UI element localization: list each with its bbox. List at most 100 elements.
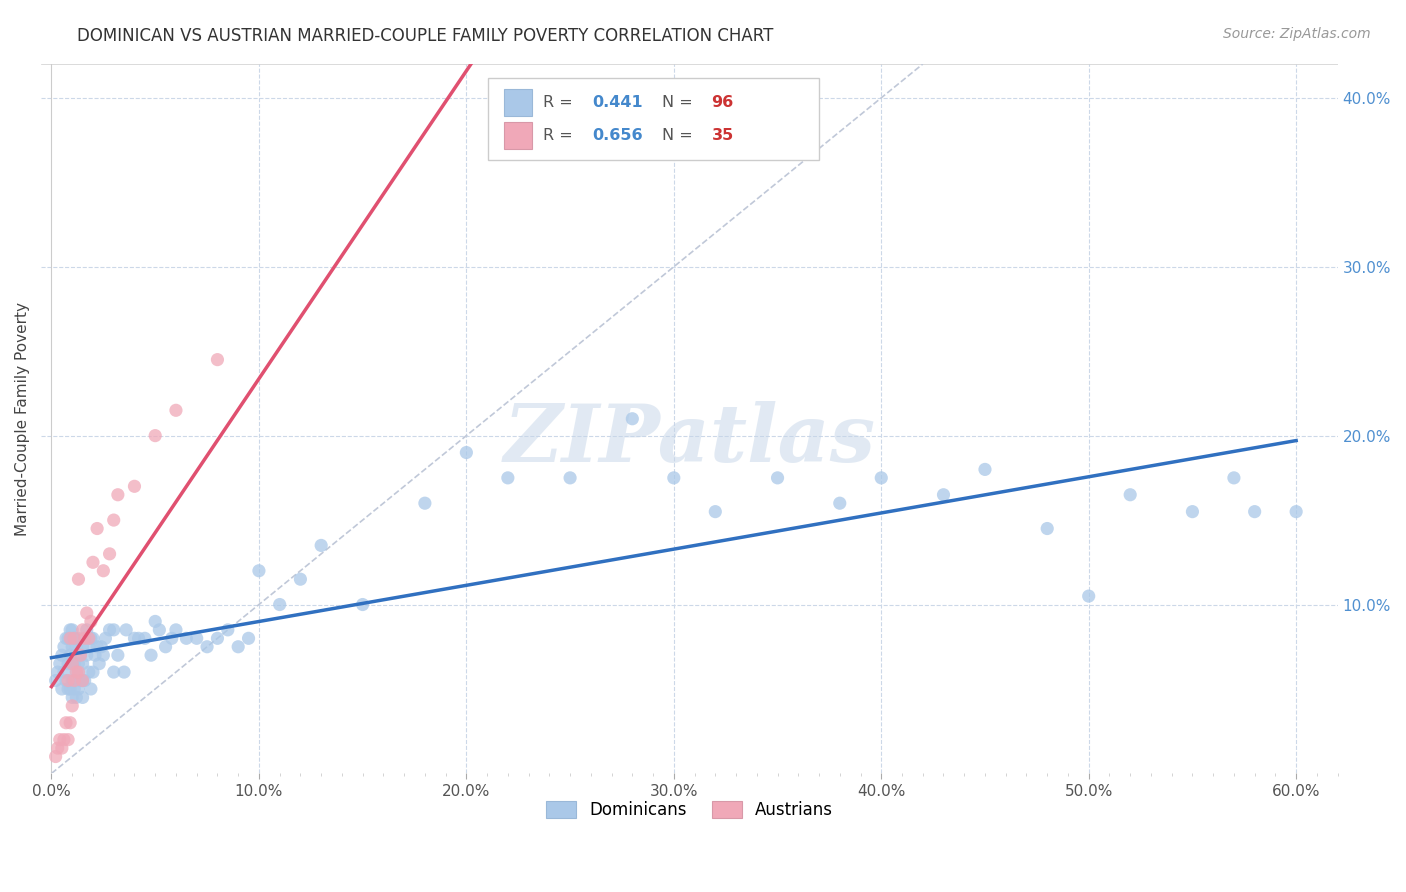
- Point: [98, 547, 121, 561]
- Point: [103, 623, 125, 637]
- Point: [65, 665, 87, 679]
- Text: 96: 96: [711, 95, 734, 110]
- Point: [103, 665, 125, 679]
- Point: [89, 657, 111, 671]
- Point: [247, 564, 270, 578]
- Point: [60, 657, 83, 671]
- Point: [558, 471, 581, 485]
- Point: [67, 665, 90, 679]
- Point: [73, 632, 96, 646]
- Point: [55, 673, 77, 688]
- Point: [195, 640, 218, 654]
- Text: 0.656: 0.656: [592, 128, 643, 144]
- Point: [103, 513, 125, 527]
- Point: [80, 615, 103, 629]
- Point: [82, 665, 104, 679]
- Text: 0.441: 0.441: [592, 95, 643, 110]
- Point: [86, 640, 108, 654]
- Text: ZIPatlas: ZIPatlas: [503, 401, 876, 479]
- Text: R =: R =: [543, 95, 578, 110]
- Point: [1119, 488, 1142, 502]
- Point: [63, 657, 86, 671]
- Point: [56, 673, 79, 688]
- Point: [46, 741, 69, 756]
- Point: [226, 640, 249, 654]
- Point: [59, 681, 82, 696]
- Point: [63, 681, 86, 696]
- Point: [59, 623, 82, 637]
- Text: DOMINICAN VS AUSTRIAN MARRIED-COUPLE FAMILY POVERTY CORRELATION CHART: DOMINICAN VS AUSTRIAN MARRIED-COUPLE FAM…: [77, 27, 773, 45]
- Point: [45, 673, 67, 688]
- Point: [56, 657, 79, 671]
- FancyBboxPatch shape: [488, 78, 820, 160]
- Point: [51, 681, 73, 696]
- Point: [56, 632, 79, 646]
- Point: [413, 496, 436, 510]
- Point: [63, 632, 86, 646]
- Point: [65, 665, 87, 679]
- Point: [186, 632, 208, 646]
- Text: 35: 35: [711, 128, 734, 144]
- Point: [352, 598, 374, 612]
- Point: [309, 538, 332, 552]
- Point: [51, 648, 73, 663]
- Point: [107, 648, 129, 663]
- Point: [1243, 505, 1265, 519]
- Point: [143, 428, 166, 442]
- Point: [94, 632, 117, 646]
- Point: [82, 632, 104, 646]
- Point: [73, 673, 96, 688]
- Point: [155, 640, 177, 654]
- Point: [139, 648, 162, 663]
- Point: [72, 623, 94, 637]
- Point: [932, 488, 955, 502]
- Point: [77, 665, 100, 679]
- Point: [59, 648, 82, 663]
- Point: [52, 732, 75, 747]
- Point: [60, 690, 83, 705]
- Point: [60, 623, 83, 637]
- Point: [80, 632, 103, 646]
- Point: [67, 657, 90, 671]
- Point: [60, 640, 83, 654]
- Point: [115, 623, 138, 637]
- Point: [870, 471, 893, 485]
- Point: [72, 690, 94, 705]
- Point: [496, 125, 519, 139]
- Point: [59, 715, 82, 730]
- Point: [134, 632, 156, 646]
- Point: [165, 403, 187, 417]
- Point: [60, 673, 83, 688]
- Point: [93, 564, 115, 578]
- Point: [496, 471, 519, 485]
- Point: [67, 632, 90, 646]
- Point: [56, 732, 79, 747]
- Point: [207, 632, 229, 646]
- Point: [112, 665, 135, 679]
- Point: [207, 352, 229, 367]
- Point: [77, 632, 100, 646]
- Point: [662, 471, 685, 485]
- Point: [60, 698, 83, 713]
- Point: [72, 640, 94, 654]
- Point: [65, 690, 87, 705]
- Point: [176, 632, 198, 646]
- Point: [67, 572, 90, 586]
- Y-axis label: Married-Couple Family Poverty: Married-Couple Family Poverty: [15, 301, 30, 536]
- Point: [165, 623, 187, 637]
- Point: [1285, 505, 1308, 519]
- Point: [828, 496, 851, 510]
- Point: [46, 665, 69, 679]
- Point: [217, 623, 239, 637]
- Point: [69, 648, 91, 663]
- Point: [55, 715, 77, 730]
- Text: N =: N =: [662, 95, 697, 110]
- Point: [93, 648, 115, 663]
- Text: N =: N =: [662, 128, 697, 144]
- Point: [49, 732, 72, 747]
- Point: [55, 632, 77, 646]
- Point: [1181, 505, 1204, 519]
- Point: [160, 632, 183, 646]
- Point: [1223, 471, 1246, 485]
- Point: [52, 640, 75, 654]
